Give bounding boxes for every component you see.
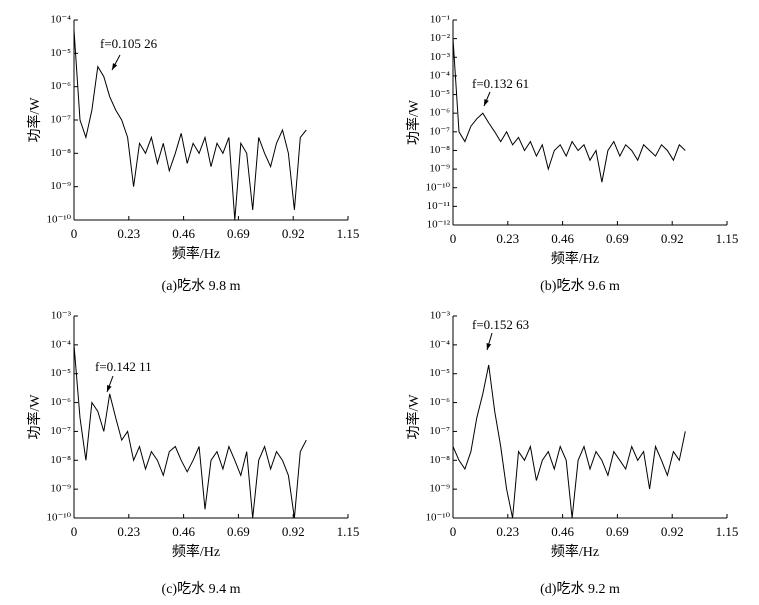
x-tick-label: 0 bbox=[71, 226, 78, 241]
y-tick-label: 10⁻¹⁰ bbox=[425, 512, 450, 524]
y-tick-label: 10⁻⁶ bbox=[50, 80, 71, 92]
x-tick-label: 0.46 bbox=[172, 226, 195, 241]
x-tick-label: 1.15 bbox=[337, 524, 360, 539]
caption: (d)吃水 9.2 m bbox=[540, 581, 620, 597]
y-axis-label: 功率/W bbox=[26, 97, 43, 143]
y-tick-label: 10⁻⁴ bbox=[429, 338, 450, 350]
y-tick-label: 10⁻⁴ bbox=[50, 14, 71, 26]
x-tick-label: 0.46 bbox=[551, 231, 574, 246]
x-tick-label: 0.23 bbox=[496, 231, 519, 246]
panel: 10⁻¹⁰ 10⁻⁹ 10⁻⁸ 10⁻⁷ 10⁻⁶ 10⁻⁵ 10⁻⁴ 10⁻³ 0 0.23 0.… bbox=[405, 310, 738, 598]
arrow-head bbox=[107, 385, 112, 392]
x-tick-label: 0.92 bbox=[282, 226, 305, 241]
x-tick-label: 0.46 bbox=[172, 524, 195, 539]
arrow-head bbox=[486, 343, 492, 350]
x-tick-label: 1.15 bbox=[337, 226, 360, 241]
y-tick-label: 10⁻⁸ bbox=[429, 144, 450, 156]
annotation: f=0.142 11 bbox=[95, 359, 152, 374]
y-tick-label: 10⁻¹ bbox=[430, 14, 450, 26]
spectrum-line bbox=[73, 344, 307, 519]
y-tick-label: 10⁻⁸ bbox=[429, 454, 450, 466]
y-tick-label: 10⁻³ bbox=[51, 310, 72, 322]
x-tick-label: 0 bbox=[450, 524, 457, 539]
y-tick-label: 10⁻⁶ bbox=[429, 107, 450, 119]
annotation: f=0.152 63 bbox=[472, 317, 529, 332]
x-tick-label: 0.69 bbox=[606, 524, 629, 539]
x-tick-label: 1.15 bbox=[716, 231, 739, 246]
y-tick-label: 10⁻¹² bbox=[427, 219, 451, 231]
arrow-head bbox=[112, 63, 118, 70]
panel: 10⁻¹⁰ 10⁻⁹ 10⁻⁸ 10⁻⁷ 10⁻⁶ 10⁻⁵ 10⁻⁴ 10⁻³ 0 0.23 0.… bbox=[26, 310, 359, 598]
y-tick-label: 10⁻⁷ bbox=[429, 425, 450, 437]
x-tick-label: 0 bbox=[450, 231, 457, 246]
x-tick-label: 1.15 bbox=[716, 524, 739, 539]
y-axis-label: 功率/W bbox=[405, 99, 422, 145]
y-tick-label: 10⁻¹¹ bbox=[427, 200, 450, 212]
y-tick-label: 10⁻⁹ bbox=[50, 180, 71, 192]
caption: (b)吃水 9.6 m bbox=[540, 278, 620, 294]
x-tick-label: 0.69 bbox=[227, 226, 250, 241]
y-tick-label: 10⁻⁵ bbox=[50, 367, 71, 379]
y-tick-label: 10⁻⁹ bbox=[429, 163, 450, 175]
y-tick-label: 10⁻⁵ bbox=[50, 47, 71, 59]
x-tick-label: 0.23 bbox=[117, 226, 140, 241]
spectrum-line bbox=[73, 29, 307, 221]
x-tick-label: 0.92 bbox=[661, 524, 684, 539]
x-tick-label: 0.69 bbox=[606, 231, 629, 246]
y-tick-label: 10⁻⁹ bbox=[50, 483, 71, 495]
y-tick-label: 10⁻⁷ bbox=[50, 425, 71, 437]
panel: 10⁻¹⁰ 10⁻⁹ 10⁻⁸ 10⁻⁷ 10⁻⁶ 10⁻⁵ 10⁻⁴ 0 0.23 0.46 0.… bbox=[26, 14, 359, 295]
y-tick-label: 10⁻⁴ bbox=[429, 69, 450, 81]
caption: (a)吃水 9.8 m bbox=[162, 278, 241, 294]
x-tick-label: 0 bbox=[71, 524, 78, 539]
y-tick-label: 10⁻² bbox=[430, 32, 451, 44]
y-tick-label: 10⁻⁵ bbox=[429, 88, 450, 100]
y-tick-label: 10⁻⁸ bbox=[50, 454, 71, 466]
y-tick-label: 10⁻⁵ bbox=[429, 367, 450, 379]
y-tick-label: 10⁻⁸ bbox=[50, 147, 71, 159]
x-tick-label: 0.92 bbox=[282, 524, 305, 539]
x-tick-label: 0.69 bbox=[227, 524, 250, 539]
x-axis-label: 频率/Hz bbox=[172, 543, 220, 560]
y-tick-label: 10⁻³ bbox=[430, 310, 451, 322]
x-axis-label: 频率/Hz bbox=[551, 250, 599, 267]
arrow-head bbox=[484, 99, 489, 106]
y-tick-label: 10⁻¹⁰ bbox=[425, 181, 450, 193]
annotation: f=0.105 26 bbox=[100, 36, 158, 51]
x-tick-label: 0.46 bbox=[551, 524, 574, 539]
caption: (c)吃水 9.4 m bbox=[162, 581, 241, 597]
y-axis-label: 功率/W bbox=[26, 394, 43, 440]
y-tick-label: 10⁻⁴ bbox=[50, 338, 71, 350]
x-tick-label: 0.23 bbox=[117, 524, 140, 539]
y-tick-label: 10⁻³ bbox=[430, 51, 451, 63]
y-tick-label: 10⁻⁹ bbox=[429, 483, 450, 495]
y-tick-label: 10⁻⁶ bbox=[50, 396, 71, 408]
y-tick-label: 10⁻⁷ bbox=[50, 114, 71, 126]
x-axis-label: 频率/Hz bbox=[551, 543, 599, 560]
y-tick-label: 10⁻¹⁰ bbox=[46, 214, 71, 226]
y-axis-label: 功率/W bbox=[405, 394, 422, 440]
x-tick-label: 0.23 bbox=[496, 524, 519, 539]
spectrum-line bbox=[452, 364, 686, 519]
x-tick-label: 0.92 bbox=[661, 231, 684, 246]
spectrum-line bbox=[452, 38, 686, 183]
y-tick-label: 10⁻⁶ bbox=[429, 396, 450, 408]
y-tick-label: 10⁻⁷ bbox=[429, 125, 450, 137]
panel: 10⁻¹² 10⁻¹¹ 10⁻¹⁰ 10⁻⁹ 10⁻⁸ 10⁻⁷ 10⁻⁶ 10⁻⁵ 10⁻⁴ 1… bbox=[405, 14, 738, 295]
x-axis-label: 频率/Hz bbox=[172, 245, 220, 262]
y-tick-label: 10⁻¹⁰ bbox=[46, 512, 71, 524]
annotation: f=0.132 61 bbox=[472, 76, 529, 91]
